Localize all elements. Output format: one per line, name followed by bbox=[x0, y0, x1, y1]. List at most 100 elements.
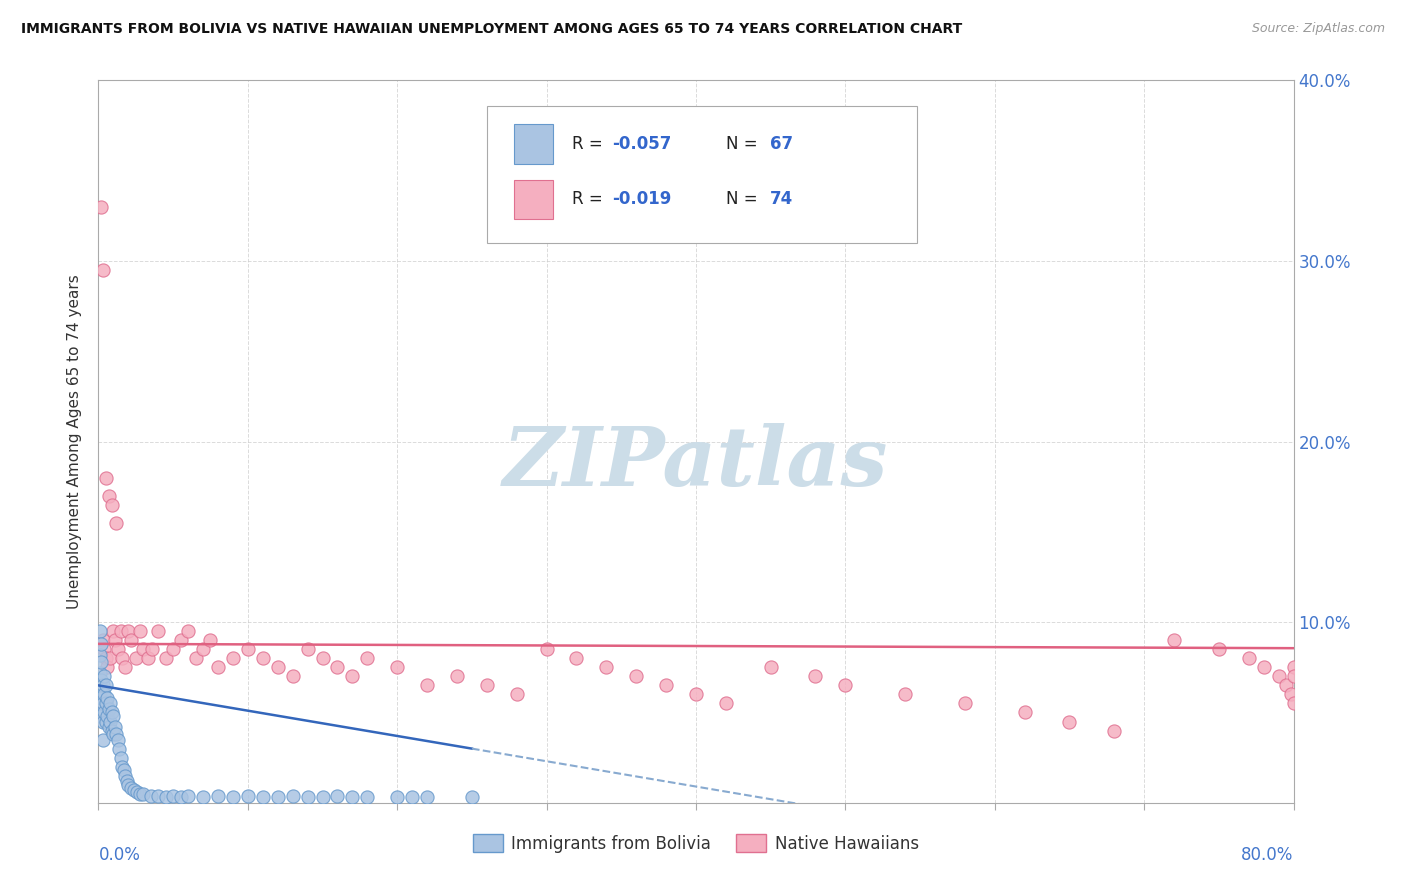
Point bbox=[132, 642, 155, 657]
Point bbox=[96, 709, 118, 723]
Point bbox=[342, 669, 364, 683]
Point bbox=[1282, 660, 1305, 674]
Point bbox=[446, 669, 468, 683]
Point bbox=[89, 702, 111, 716]
Point bbox=[626, 669, 648, 683]
Point bbox=[90, 673, 112, 687]
Point bbox=[127, 785, 149, 799]
Point bbox=[148, 624, 170, 639]
Point bbox=[93, 669, 115, 683]
Point bbox=[90, 709, 112, 723]
Point bbox=[1279, 687, 1302, 701]
Point bbox=[91, 678, 114, 692]
Point bbox=[222, 790, 245, 805]
Point bbox=[155, 651, 177, 665]
Y-axis label: Unemployment Among Ages 65 to 74 years: Unemployment Among Ages 65 to 74 years bbox=[67, 274, 83, 609]
Point bbox=[804, 669, 827, 683]
Point bbox=[108, 741, 131, 756]
Point bbox=[125, 651, 148, 665]
Point bbox=[90, 655, 112, 669]
Point bbox=[91, 714, 114, 729]
Point bbox=[297, 790, 319, 805]
Point bbox=[103, 624, 125, 639]
Point bbox=[177, 624, 200, 639]
Point bbox=[97, 489, 120, 503]
Point bbox=[103, 709, 125, 723]
Point bbox=[155, 790, 177, 805]
Point bbox=[107, 642, 129, 657]
Point bbox=[311, 651, 333, 665]
Point bbox=[1267, 669, 1289, 683]
Point bbox=[536, 642, 558, 657]
Point bbox=[112, 764, 135, 778]
Point bbox=[120, 781, 142, 796]
Point bbox=[1282, 697, 1305, 711]
Point bbox=[91, 697, 114, 711]
Point bbox=[326, 660, 349, 674]
Legend: Immigrants from Bolivia, Native Hawaiians: Immigrants from Bolivia, Native Hawaiian… bbox=[467, 828, 925, 860]
Point bbox=[97, 702, 120, 716]
Point bbox=[94, 714, 117, 729]
Text: Source: ZipAtlas.com: Source: ZipAtlas.com bbox=[1251, 22, 1385, 36]
Point bbox=[107, 732, 129, 747]
Point bbox=[236, 642, 259, 657]
Point bbox=[98, 714, 122, 729]
Point bbox=[1163, 633, 1185, 648]
Point bbox=[342, 790, 364, 805]
Point bbox=[139, 789, 162, 803]
Point bbox=[200, 633, 222, 648]
Point bbox=[111, 651, 134, 665]
Point bbox=[356, 651, 378, 665]
Point bbox=[1104, 723, 1126, 738]
Point bbox=[136, 651, 159, 665]
Text: 67: 67 bbox=[770, 135, 793, 153]
Point bbox=[252, 790, 274, 805]
Text: R =: R = bbox=[572, 135, 607, 153]
Point bbox=[91, 633, 114, 648]
Point bbox=[90, 637, 112, 651]
Point bbox=[297, 642, 319, 657]
Point bbox=[461, 790, 484, 805]
Text: -0.019: -0.019 bbox=[613, 191, 672, 209]
Point bbox=[101, 723, 124, 738]
Point bbox=[115, 774, 138, 789]
Point bbox=[97, 720, 120, 734]
Point bbox=[714, 697, 737, 711]
FancyBboxPatch shape bbox=[515, 124, 553, 164]
Point bbox=[117, 778, 139, 792]
Point bbox=[162, 642, 184, 657]
Point bbox=[326, 789, 349, 803]
Point bbox=[191, 642, 214, 657]
Point bbox=[162, 789, 184, 803]
Point bbox=[89, 648, 111, 662]
Point bbox=[103, 727, 125, 741]
Text: 80.0%: 80.0% bbox=[1241, 847, 1294, 864]
FancyBboxPatch shape bbox=[486, 105, 917, 243]
Point bbox=[281, 789, 304, 803]
Point bbox=[565, 651, 588, 665]
Point bbox=[506, 687, 529, 701]
Point bbox=[101, 706, 124, 720]
Text: N =: N = bbox=[725, 135, 762, 153]
Point bbox=[96, 660, 118, 674]
Point bbox=[89, 665, 111, 680]
Text: N =: N = bbox=[725, 191, 762, 209]
Point bbox=[93, 706, 115, 720]
Point bbox=[169, 790, 191, 805]
Point bbox=[111, 760, 134, 774]
Point bbox=[416, 790, 439, 805]
Point bbox=[1275, 678, 1298, 692]
Point bbox=[91, 263, 114, 277]
Point bbox=[1253, 660, 1275, 674]
Point bbox=[267, 660, 290, 674]
Point bbox=[98, 697, 122, 711]
Point bbox=[595, 660, 617, 674]
Text: 74: 74 bbox=[770, 191, 793, 209]
Point bbox=[191, 790, 214, 805]
Point bbox=[132, 787, 155, 801]
Text: -0.057: -0.057 bbox=[613, 135, 672, 153]
Point bbox=[117, 624, 139, 639]
Point bbox=[385, 790, 409, 805]
Point bbox=[94, 697, 117, 711]
Point bbox=[953, 697, 976, 711]
